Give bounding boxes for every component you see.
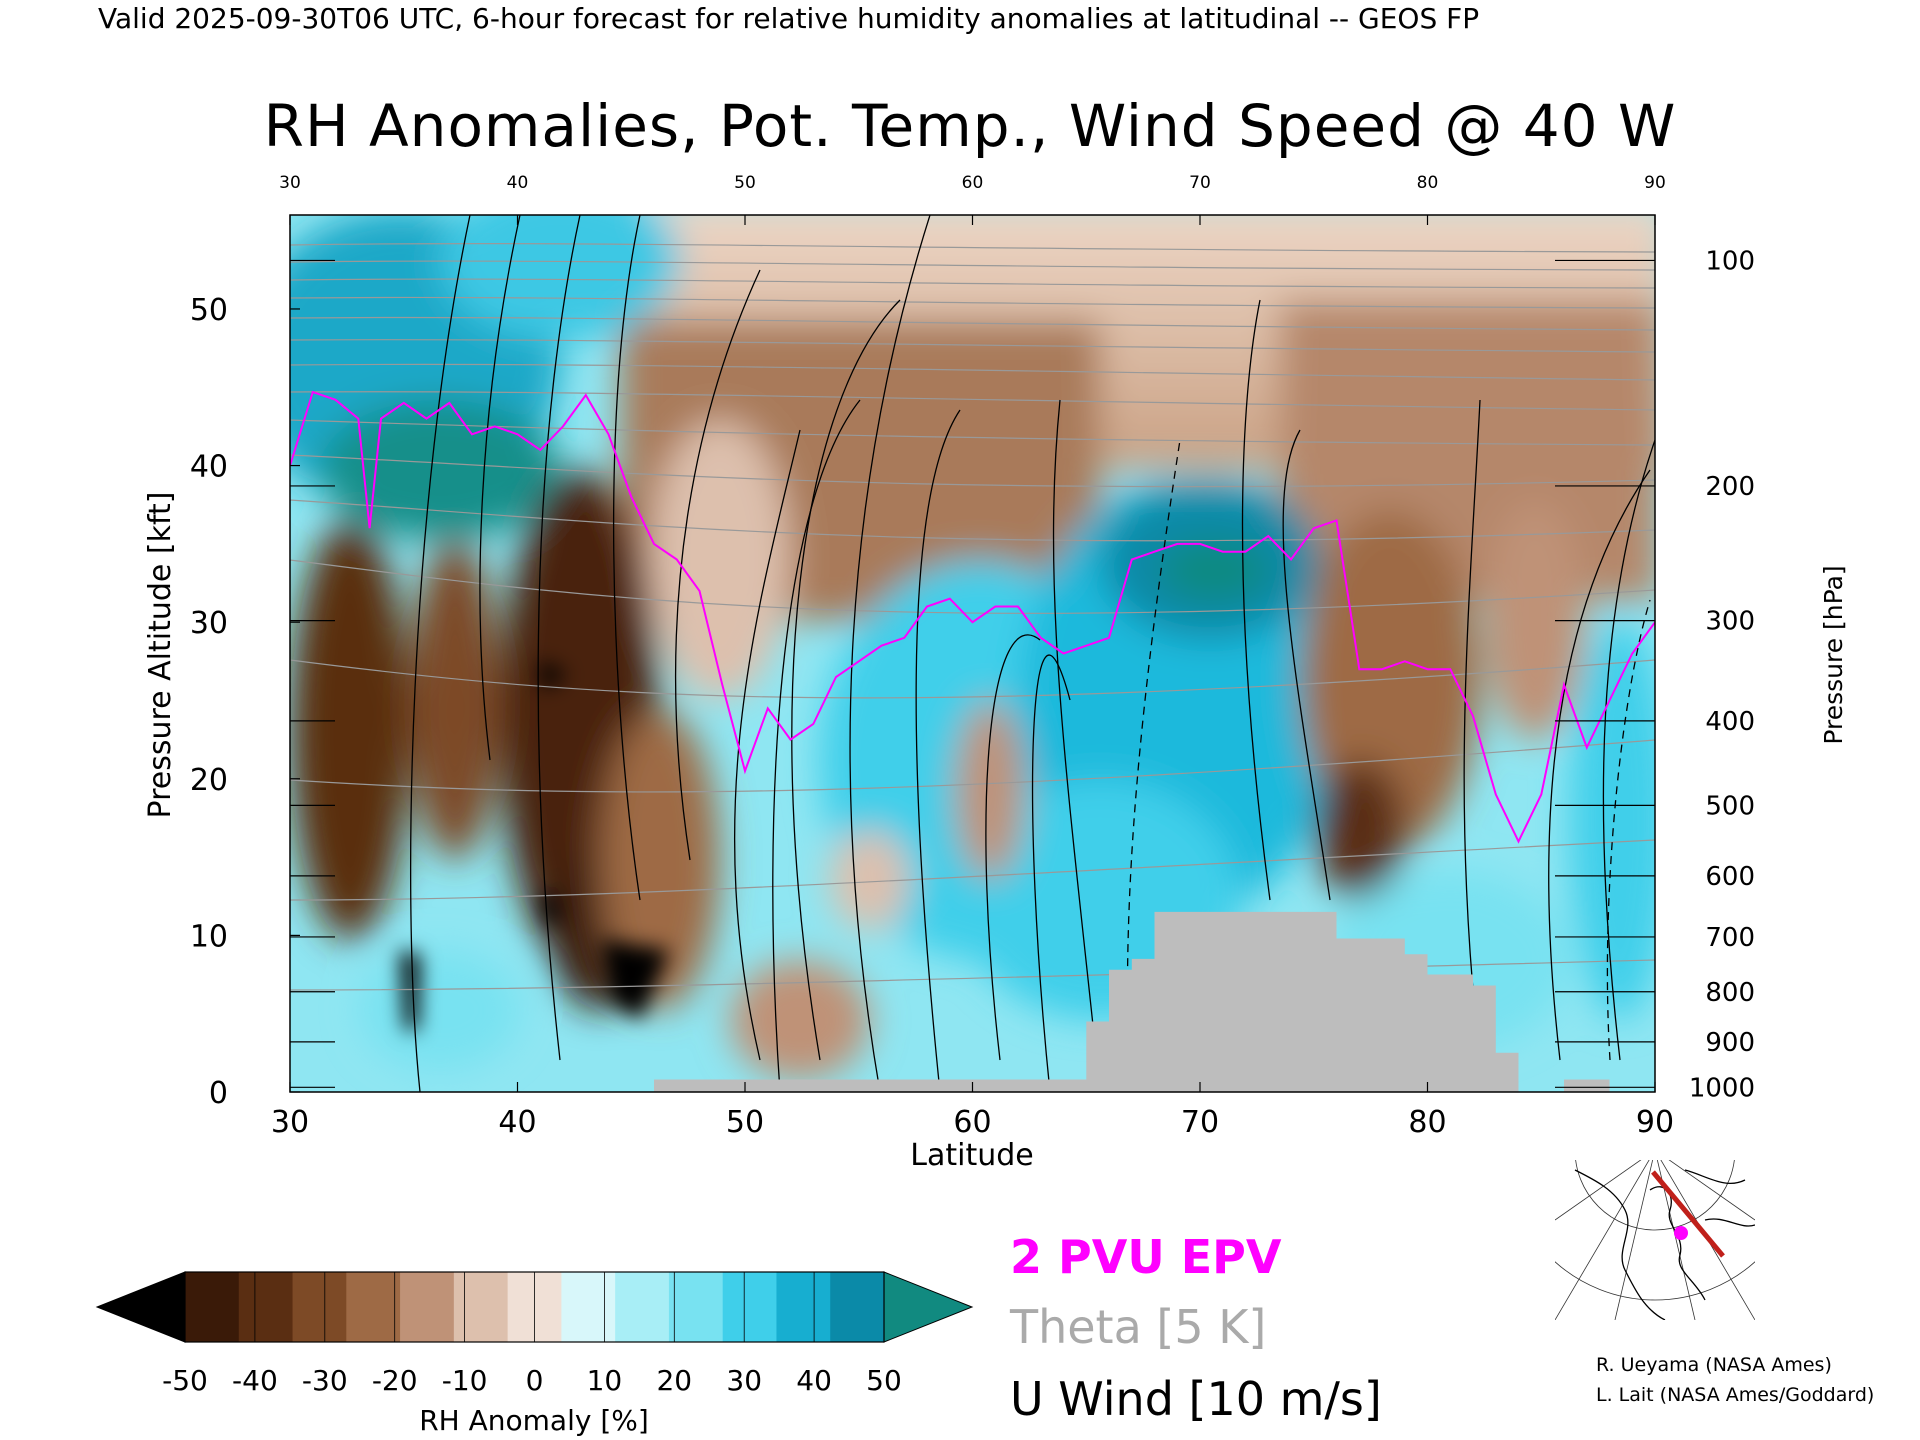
inset-map	[1555, 1160, 1755, 1320]
colorbar-swatch	[561, 1272, 616, 1342]
credit-line-2: L. Lait (NASA Ames/Goddard)	[1596, 1384, 1875, 1406]
pressure-tick-label: 900	[1705, 1028, 1755, 1058]
pressure-tick-label: 300	[1705, 607, 1755, 637]
uwind-contours	[409, 215, 1655, 1092]
map-coastline	[1704, 1218, 1755, 1227]
colorbar: -50 -40 -30 -20 -10 0 10 20 30 40 50	[95, 1271, 974, 1397]
epv-series	[290, 390, 1655, 844]
colorbar-label: RH Anomaly [%]	[419, 1404, 649, 1437]
legend-theta: Theta [5 K]	[1010, 1300, 1267, 1354]
colorbar-swatch	[722, 1272, 777, 1342]
x-tick-label: 80	[1408, 1105, 1446, 1140]
surface-mask	[654, 911, 1655, 1092]
colorbar-tick-label: 20	[656, 1364, 692, 1397]
colorbar-swatch	[185, 1272, 240, 1342]
pressure-tick-label: 100	[1705, 246, 1755, 276]
top-tick-label: 80	[1417, 173, 1439, 193]
top-tick-label: 90	[1644, 173, 1666, 193]
colorbar-tick-label: -10	[442, 1364, 488, 1397]
pressure-tick-label: 200	[1705, 472, 1755, 502]
colorbar-tick-label: 10	[587, 1364, 623, 1397]
epv-2pvu-line	[290, 390, 1655, 844]
colorbar-swatch	[668, 1272, 724, 1342]
chart-title: RH Anomalies, Pot. Temp., Wind Speed @ 4…	[263, 92, 1677, 160]
surface-mask-group	[654, 911, 1655, 1092]
x-axis-label: Latitude	[910, 1138, 1033, 1173]
y-tick-label: 20	[190, 763, 228, 798]
top-tick-label: 70	[1189, 173, 1211, 193]
left-axis-ticks: 0 10 20 30 40 50	[190, 293, 300, 1111]
map-coastline	[1684, 1169, 1746, 1184]
y-tick-label: 50	[190, 293, 228, 328]
top-tick-label: 40	[507, 173, 529, 193]
top-tick-label: 60	[962, 173, 984, 193]
colorbar-tick-label: -30	[302, 1364, 348, 1397]
right-pressure-ticks: 100 200 300 400 500 600 700 800 900 1000	[290, 246, 1755, 1103]
map-location-marker	[1674, 1226, 1688, 1240]
pressure-tick-label: 700	[1705, 923, 1755, 953]
colorbar-tick-label: -20	[372, 1364, 418, 1397]
x-tick-label: 30	[271, 1105, 309, 1140]
map-meridian	[1555, 1160, 1650, 1320]
colorbar-swatch	[776, 1272, 831, 1342]
pressure-tick-label: 1000	[1689, 1073, 1755, 1103]
forecast-header: Valid 2025-09-30T06 UTC, 6-hour forecast…	[98, 2, 1480, 35]
x-tick-label: 60	[953, 1105, 991, 1140]
legend-uwind: U Wind [10 m/s]	[1010, 1372, 1382, 1426]
colorbar-tick-label: 30	[726, 1364, 762, 1397]
map-meridian	[1614, 1160, 1654, 1320]
x-tick-label: 90	[1636, 1105, 1674, 1140]
colorbar-tick-label: 0	[526, 1364, 544, 1397]
colorbar-swatch	[615, 1272, 670, 1342]
map-track	[1651, 1170, 1725, 1258]
y-tick-label: 40	[190, 450, 228, 485]
map-meridian	[1668, 1160, 1755, 1221]
map-latitude-circle	[1555, 1261, 1755, 1301]
colorbar-swatch	[453, 1272, 509, 1342]
colorbar-low-triangle	[95, 1271, 186, 1343]
colorbar-swatch	[292, 1272, 347, 1342]
colorbar-swatch	[238, 1272, 294, 1342]
credit-line-1: R. Ueyama (NASA Ames)	[1596, 1354, 1832, 1376]
colorbar-tick-label: -40	[232, 1364, 278, 1397]
colorbar-swatch	[830, 1272, 885, 1342]
colorbar-tick-label: 40	[796, 1364, 832, 1397]
pressure-tick-label: 600	[1705, 862, 1755, 892]
pressure-tick-label: 800	[1705, 978, 1755, 1008]
map-meridian	[1555, 1160, 1642, 1221]
top-tick-label: 30	[279, 173, 301, 193]
colorbar-swatch	[346, 1272, 401, 1342]
colorbar-tick-label: 50	[866, 1364, 902, 1397]
map-latitude-circle	[1575, 1160, 1735, 1231]
x-tick-label: 70	[1181, 1105, 1219, 1140]
colorbar-tick-label: -50	[162, 1364, 208, 1397]
pressure-tick-label: 500	[1705, 791, 1755, 821]
x-tick-label: 50	[726, 1105, 764, 1140]
y-tick-label: 0	[209, 1076, 228, 1111]
y-axis-label-left: Pressure Altitude [kft]	[143, 492, 178, 819]
map-coastline	[1574, 1169, 1666, 1320]
theta-contours	[290, 243, 1655, 991]
x-tick-label: 40	[498, 1105, 536, 1140]
colorbar-high-triangle	[883, 1271, 974, 1343]
colorbar-swatch	[400, 1272, 455, 1342]
top-tick-label: 50	[734, 173, 756, 193]
y-axis-label-right: Pressure [hPa]	[1819, 565, 1848, 744]
rh-anomaly-field	[290, 215, 1655, 1092]
top-axis-ticks: 30 40 50 60 70 80 90	[279, 173, 1666, 225]
x-axis-ticks: 30 40 50 60 70 80 90	[271, 1082, 1674, 1140]
pressure-tick-label: 400	[1705, 707, 1755, 737]
legend-epv: 2 PVU EPV	[1010, 1230, 1282, 1284]
y-tick-label: 10	[190, 919, 228, 954]
y-tick-label: 30	[190, 606, 228, 641]
